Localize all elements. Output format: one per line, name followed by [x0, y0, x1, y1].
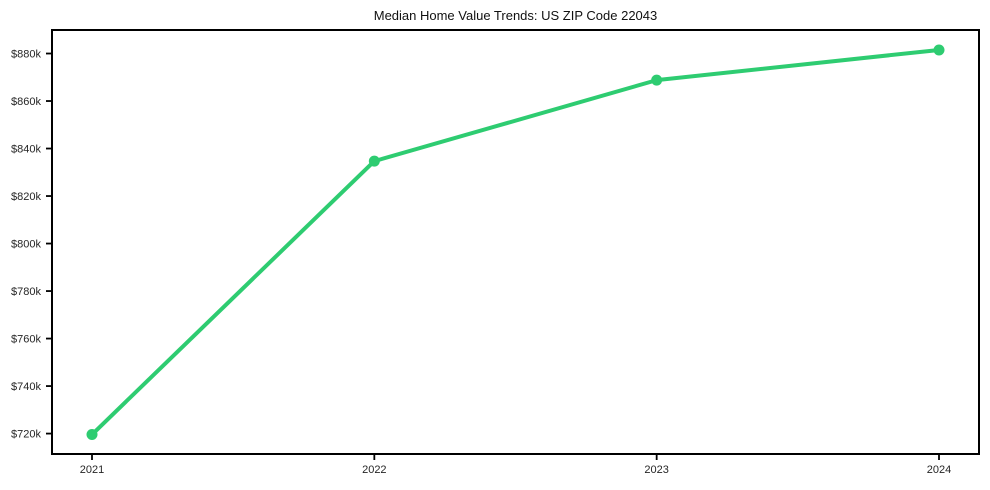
chart-title: Median Home Value Trends: US ZIP Code 22… — [373, 8, 658, 23]
x-axis-tick-label: 2024 — [927, 464, 951, 476]
y-axis-tick-label: $760k — [11, 334, 41, 346]
y-axis-tick-label: $720k — [11, 429, 41, 441]
y-axis-tick-label: $880k — [11, 49, 41, 61]
y-axis-tick-label: $820k — [11, 191, 41, 203]
data-point-2023 — [651, 74, 663, 86]
data-point-2024 — [933, 44, 945, 56]
trend-line — [90, 47, 941, 437]
x-axis-tick-label: 2022 — [362, 464, 386, 476]
y-axis-tick-label: $840k — [11, 144, 41, 156]
y-axis-tick-label: $800k — [11, 239, 41, 251]
data-point-2021 — [86, 429, 98, 441]
data-point-2022 — [368, 155, 380, 167]
y-axis-tick-label: $860k — [11, 96, 41, 108]
x-axis-tick-label: 2023 — [644, 464, 668, 476]
y-axis-tick-label: $780k — [11, 286, 41, 298]
y-axis-tick-label: $740k — [11, 381, 41, 393]
plot-frame — [51, 29, 980, 455]
x-axis-tick-label: 2021 — [80, 464, 104, 476]
